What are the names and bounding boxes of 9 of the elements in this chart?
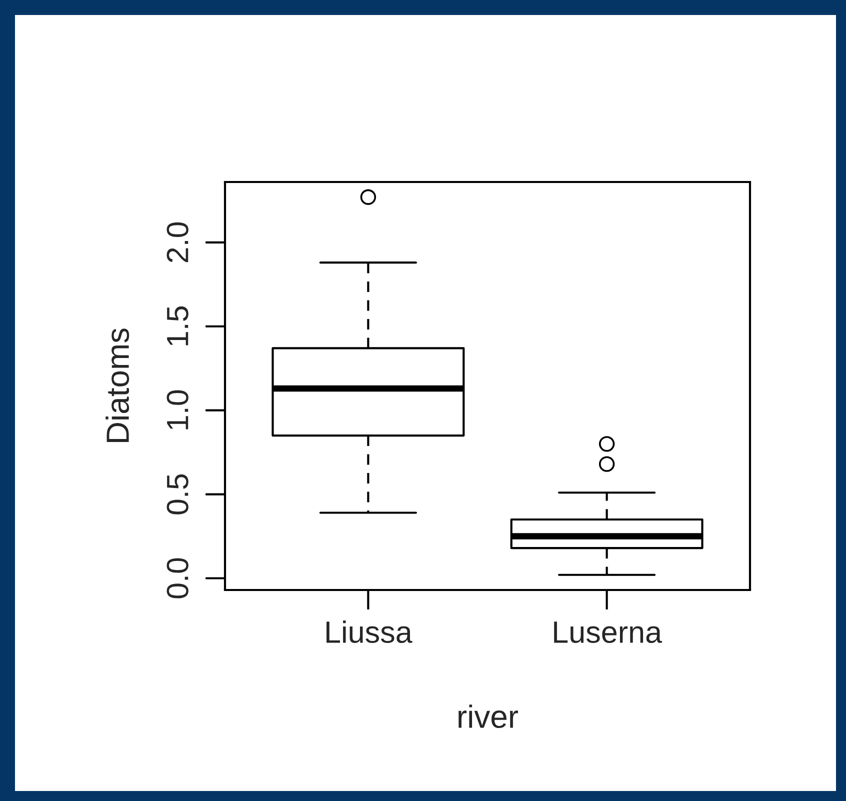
y-tick-label: 1.0 bbox=[166, 390, 188, 430]
y-axis-title: Diatoms bbox=[106, 328, 130, 442]
y-tick-label: 2.0 bbox=[166, 222, 188, 262]
y-tick-label: 0.0 bbox=[166, 558, 188, 598]
x-tick-label: Liussa bbox=[326, 620, 412, 643]
y-tick-label: 1.5 bbox=[167, 306, 188, 346]
x-tick-label: Luserna bbox=[554, 622, 662, 643]
x-axis-title: river bbox=[458, 704, 518, 728]
y-tick-label: 0.5 bbox=[166, 474, 188, 514]
